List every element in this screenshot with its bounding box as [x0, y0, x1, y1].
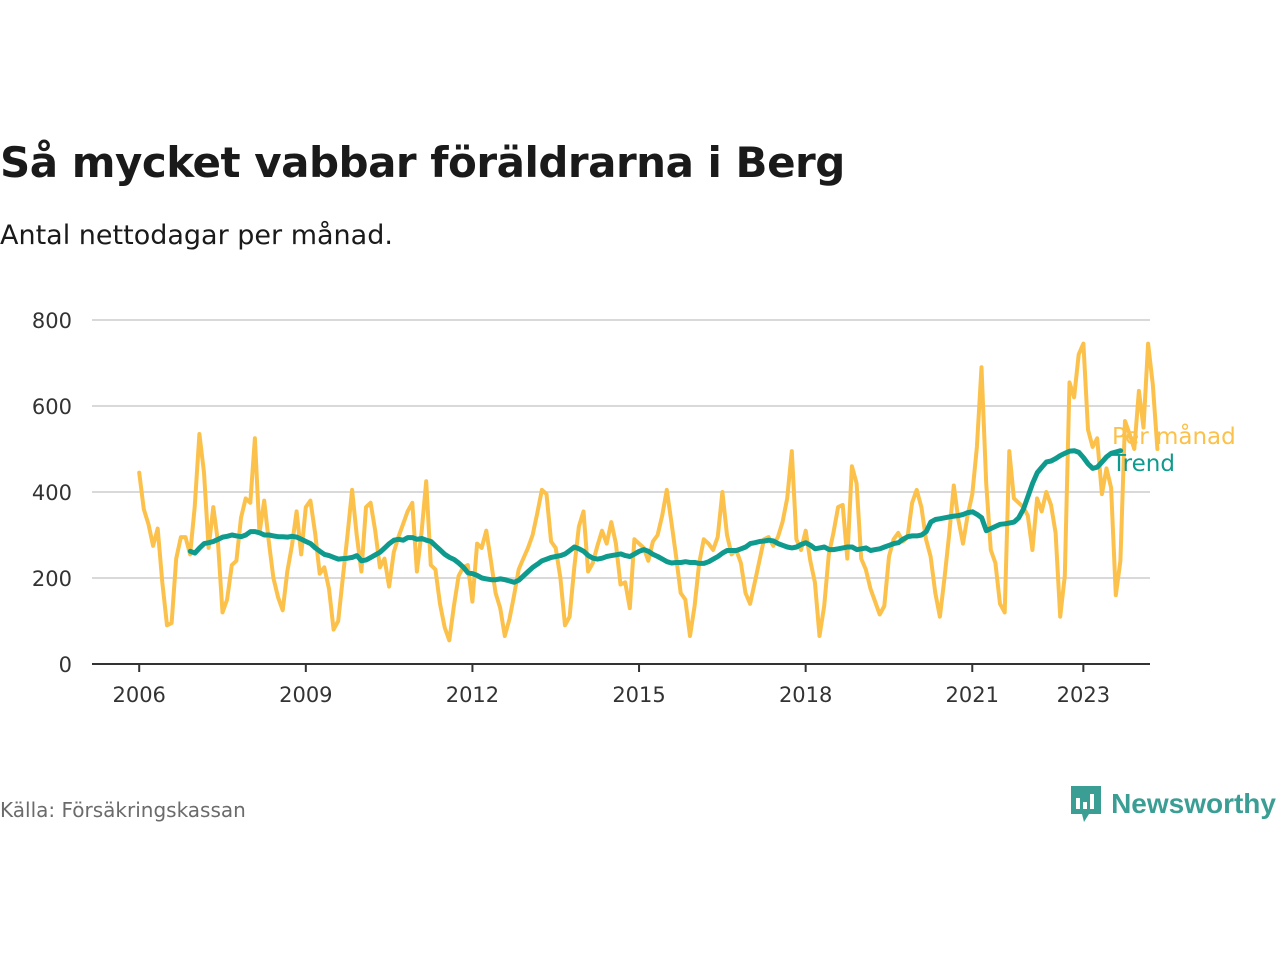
y-tick-label: 200: [32, 567, 72, 591]
brand-logo[interactable]: Newsworthy: [1069, 784, 1276, 824]
x-axis-labels: 2006 2009 2012 2015 2018 2021 2023: [112, 664, 1110, 707]
legend-label-per-manad: Per månad: [1112, 422, 1236, 450]
series-layer: [137, 341, 1160, 643]
y-tick-label: 600: [32, 395, 72, 419]
series-line-per-manad: [137, 341, 1160, 643]
x-tick-label: 2023: [1057, 683, 1110, 707]
chart-title: Så mycket vabbar föräldrarna i Berg: [0, 138, 845, 187]
newsworthy-logo-icon: [1071, 786, 1102, 822]
x-tick-label: 2015: [612, 683, 665, 707]
y-tick-label: 0: [59, 653, 72, 677]
chart-subtitle: Antal nettodagar per månad.: [0, 220, 393, 251]
legend-label-trend: Trend: [1111, 451, 1175, 477]
x-tick-label: 2012: [446, 683, 499, 707]
brand-name: Newsworthy: [1111, 788, 1276, 819]
y-tick-label: 400: [32, 481, 72, 505]
x-tick-label: 2006: [112, 683, 165, 707]
source-note: Källa: Försäkringskassan: [0, 798, 246, 822]
y-axis-labels: 0 200 400 600 800: [32, 309, 72, 677]
series-line-trend: [187, 448, 1124, 585]
x-tick-label: 2021: [946, 683, 999, 707]
x-tick-label: 2009: [279, 683, 332, 707]
x-tick-label: 2018: [779, 683, 832, 707]
y-tick-label: 800: [32, 309, 72, 333]
